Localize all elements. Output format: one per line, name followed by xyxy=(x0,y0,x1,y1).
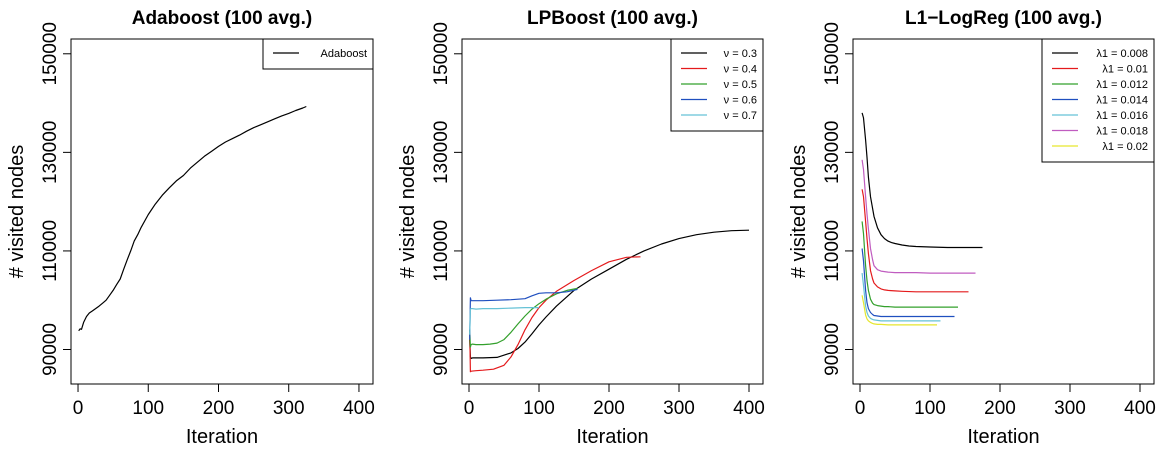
y-tick-label: 150000 xyxy=(40,22,61,85)
series-line-1 xyxy=(469,229,750,359)
y-tick-label: 110000 xyxy=(40,220,61,282)
chart-title: Adaboost (100 avg.) xyxy=(132,8,313,29)
plot-frame xyxy=(461,38,764,385)
x-tick-label: 100 xyxy=(914,398,946,419)
chart-panel-1: Adaboost (100 avg.) 0 100 200 300 400 90000 110… xyxy=(6,8,375,448)
plot-frame xyxy=(70,38,374,385)
y-tick-label: 90000 xyxy=(822,323,843,376)
legend-entry-label: ν = 0.6 xyxy=(724,95,757,107)
series-line-3 xyxy=(861,221,958,308)
legend-entry-label: λ1 = 0.012 xyxy=(1096,79,1148,91)
x-axis-label: Iteration xyxy=(186,426,258,448)
series-line-4 xyxy=(469,288,578,340)
series-line-5 xyxy=(469,307,539,335)
legend-entry-label: λ1 = 0.02 xyxy=(1102,141,1148,153)
y-axis-label: # visited nodes xyxy=(788,145,810,278)
series-line-7 xyxy=(861,295,937,326)
chart-panel-3: L1−LogReg (100 avg.) 0 100 200 300 400 90000 11… xyxy=(788,8,1156,448)
legend-entry-label: λ1 = 0.016 xyxy=(1096,110,1148,122)
legend-entry-label: λ1 = 0.014 xyxy=(1096,95,1148,107)
y-tick-label: 150000 xyxy=(431,22,452,85)
series-line-2 xyxy=(861,189,969,293)
y-axis-label: # visited nodes xyxy=(6,145,28,278)
y-tick-label: 90000 xyxy=(40,323,61,376)
y-tick-label: 150000 xyxy=(822,22,843,85)
series-line-6 xyxy=(861,159,976,274)
x-axis-label: Iteration xyxy=(967,426,1039,448)
chart-panel-2: LPBoost (100 avg.) 0 100 200 300 400 90000 1100… xyxy=(397,8,765,448)
legend: λ1 = 0.008 λ1 = 0.01 λ1 = 0.012 λ1 = 0.014 λ… xyxy=(1041,38,1155,163)
legend-entry-label: λ1 = 0.018 xyxy=(1096,126,1148,138)
legend-box xyxy=(1041,38,1155,163)
legend-entry-label: λ1 = 0.01 xyxy=(1102,64,1148,76)
y-tick-label: 130000 xyxy=(822,121,843,184)
x-tick-label: 0 xyxy=(73,398,84,419)
y-tick-label: 130000 xyxy=(40,121,61,184)
x-tick-label: 100 xyxy=(132,398,164,419)
x-tick-label: 200 xyxy=(593,398,625,419)
x-axis-label: Iteration xyxy=(576,426,648,448)
series-line-3 xyxy=(469,287,578,348)
y-tick-label: 110000 xyxy=(822,220,843,282)
legend: ν = 0.3 ν = 0.4 ν = 0.5 ν = 0.6 ν = 0.7 xyxy=(670,38,764,132)
legend-entry-label: ν = 0.3 xyxy=(724,48,757,60)
legend-entry-label: ν = 0.7 xyxy=(724,110,757,122)
x-tick-label: 0 xyxy=(855,398,866,419)
x-tick-label: 300 xyxy=(273,398,305,419)
chart-title: LPBoost (100 avg.) xyxy=(527,8,698,29)
x-tick-label: 300 xyxy=(1054,398,1086,419)
y-tick-label: 110000 xyxy=(431,220,452,282)
x-tick-label: 300 xyxy=(663,398,695,419)
series-line-1 xyxy=(861,112,983,249)
legend-box xyxy=(670,38,764,132)
x-tick-label: 400 xyxy=(1124,398,1156,419)
legend-entry-label: λ1 = 0.008 xyxy=(1096,48,1148,60)
legend: Adaboost xyxy=(262,38,374,70)
legend-box xyxy=(262,38,374,70)
chart-title: L1−LogReg (100 avg.) xyxy=(905,8,1102,29)
y-axis-label: # visited nodes xyxy=(397,145,419,278)
series-line-2 xyxy=(469,256,641,373)
series-line-1 xyxy=(78,105,307,332)
plot-frame xyxy=(852,38,1155,385)
x-tick-label: 400 xyxy=(733,398,765,419)
x-tick-label: 200 xyxy=(984,398,1016,419)
legend-entry-label: ν = 0.5 xyxy=(724,79,757,91)
legend-entry-label: ν = 0.4 xyxy=(724,64,757,76)
series-line-4 xyxy=(861,248,955,318)
x-tick-label: 400 xyxy=(343,398,375,419)
series-line-5 xyxy=(861,273,941,322)
x-tick-label: 100 xyxy=(523,398,555,419)
y-tick-label: 90000 xyxy=(431,323,452,376)
x-tick-label: 0 xyxy=(464,398,475,419)
x-tick-label: 200 xyxy=(203,398,235,419)
legend-entry-label: Adaboost xyxy=(321,48,367,60)
y-tick-label: 130000 xyxy=(431,121,452,184)
